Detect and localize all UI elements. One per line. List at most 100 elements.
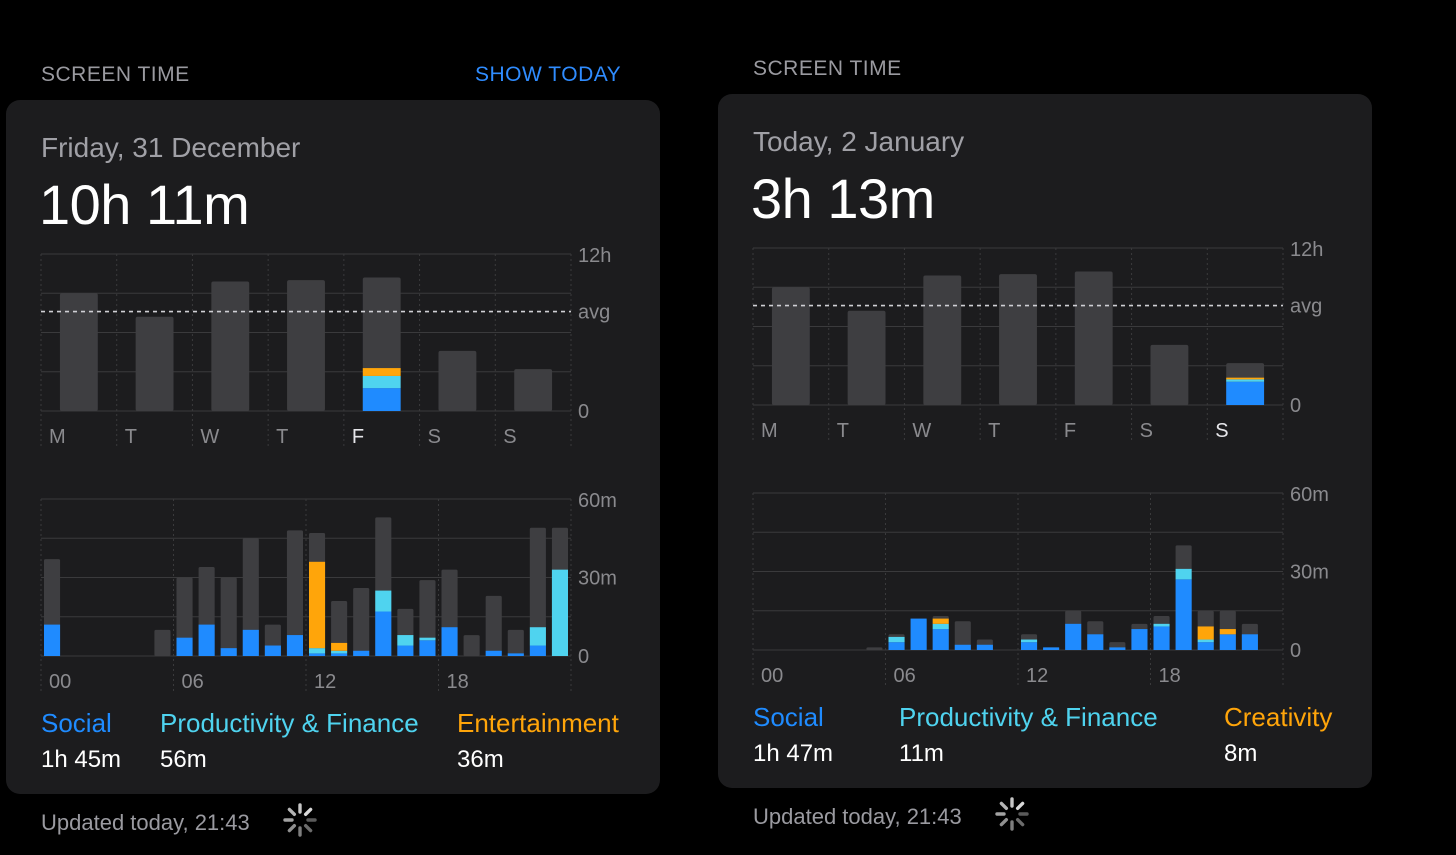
legend-creativity: Creativity 8m — [1224, 702, 1332, 768]
hourly-usage-chart[interactable]: 00 06 12 18 60m 30m 0 — [718, 479, 1372, 689]
hour-bar-productivity — [397, 635, 414, 646]
card-date: Today, 2 January — [753, 126, 965, 157]
spinner-spoke — [303, 823, 313, 833]
spinner-spoke — [1015, 817, 1025, 827]
spinner-spoke — [287, 823, 297, 833]
hour-bar-social — [1109, 647, 1126, 650]
hour-bar-social — [1175, 579, 1192, 650]
hour-bar-productivity — [932, 623, 949, 630]
hour-bar — [154, 629, 171, 656]
spinner-spoke — [999, 817, 1009, 827]
screen-time-card[interactable]: Friday, 31 December 10h 11m M T W T F S S 12h av… — [6, 100, 660, 794]
hour-bar-creativity — [1219, 629, 1236, 635]
hourly-usage-chart[interactable]: 00 06 12 18 60m 30m 0 — [6, 485, 660, 695]
hour-bar-social — [1197, 642, 1214, 650]
hour-bar-social — [44, 624, 61, 656]
hour-bar-social — [1131, 629, 1148, 650]
legend-label: Entertainment — [457, 708, 619, 738]
day-bar — [287, 280, 325, 411]
card-date: Friday, 31 December — [41, 132, 301, 163]
hour-bar-social — [220, 648, 237, 656]
hour-bar — [419, 580, 436, 656]
day-bar — [847, 310, 886, 405]
hour-label: 00 — [49, 671, 71, 693]
day-bar — [211, 281, 250, 411]
hour-bar-social — [1021, 642, 1038, 650]
legend-value: 8m — [1224, 740, 1258, 767]
y-axis-label: 0 — [578, 401, 589, 423]
hour-bar — [954, 621, 971, 650]
day-label: S — [1140, 420, 1153, 442]
section-title: SCREEN TIME — [41, 63, 190, 86]
day-label: W — [912, 420, 931, 442]
y-axis-label: 0 — [1290, 640, 1301, 662]
hour-bar-social — [176, 637, 193, 656]
day-bar-creativity — [1226, 377, 1265, 380]
hour-bar-productivity — [331, 650, 348, 654]
day-label: M — [761, 420, 778, 442]
y-axis-label: 30m — [578, 568, 617, 590]
hour-bar-productivity — [309, 648, 326, 654]
hour-bar-social — [441, 627, 458, 656]
legend-label: Social — [753, 702, 824, 732]
total-screen-time: 10h 11m — [39, 173, 250, 236]
hour-bar-entertainment — [331, 642, 348, 651]
legend-value: 1h 47m — [753, 740, 834, 767]
day-bar-productivity — [1226, 379, 1265, 382]
day-bar — [135, 316, 174, 411]
hour-bar-productivity — [1153, 623, 1170, 627]
day-label: F — [1064, 420, 1076, 442]
day-bar — [514, 369, 553, 411]
legend-entertainment: Entertainment 36m — [457, 708, 619, 774]
hour-label: 00 — [761, 665, 783, 687]
hour-bar-entertainment — [309, 561, 326, 649]
hour-bar-productivity — [1175, 568, 1192, 580]
hour-bar — [220, 577, 237, 656]
y-axis-label: 60m — [1290, 484, 1329, 506]
updated-timestamp: Updated today, 21:43 — [753, 804, 962, 829]
hour-bar-productivity — [551, 569, 568, 656]
y-axis-label: 30m — [1290, 562, 1329, 584]
hour-bar-social — [375, 611, 392, 656]
day-label: S — [428, 426, 441, 448]
hour-bar — [242, 538, 259, 656]
hour-bar — [176, 577, 193, 656]
hour-bar-social — [242, 629, 259, 656]
day-bar — [438, 350, 477, 411]
updated-timestamp: Updated today, 21:43 — [41, 810, 250, 835]
hour-bar-social — [529, 645, 546, 656]
spinner-spoke — [999, 801, 1009, 811]
hour-bar-productivity — [529, 627, 546, 646]
hour-bar — [353, 587, 370, 656]
day-bar-productivity — [362, 375, 401, 389]
hour-bar-social — [331, 653, 348, 656]
hour-label: 18 — [447, 671, 469, 693]
hour-bar — [286, 530, 303, 656]
hour-bar-productivity — [888, 636, 905, 643]
weekly-usage-chart[interactable]: M T W T F S S 12h avg 0 — [6, 240, 660, 450]
hour-label: 06 — [182, 671, 204, 693]
legend-value: 11m — [899, 740, 944, 767]
show-today-button[interactable]: SHOW TODAY — [475, 63, 622, 86]
day-bar-social — [1226, 381, 1265, 405]
hour-bar-social — [485, 650, 502, 656]
weekly-usage-chart[interactable]: M T W T F S S 12h avg 0 — [718, 234, 1372, 444]
legend-label: Social — [41, 708, 112, 738]
screen-time-card[interactable]: Today, 2 January 3h 13m M T W T F S S 12h avg 0 0… — [718, 94, 1372, 788]
hour-bar-social — [507, 653, 524, 656]
hour-bar — [529, 527, 546, 656]
spinner-spoke — [287, 807, 297, 817]
hour-bar-social — [353, 650, 370, 656]
day-bar — [1074, 271, 1113, 405]
hour-bar — [866, 647, 883, 650]
hour-bar-productivity — [375, 590, 392, 612]
legend-productivity: Productivity & Finance 56m — [160, 708, 419, 774]
hour-bar — [331, 601, 348, 656]
day-bar — [923, 275, 962, 405]
legend-label: Productivity & Finance — [160, 708, 419, 738]
spinner-spoke — [1015, 801, 1025, 811]
day-bar — [59, 293, 98, 411]
y-axis-label: 60m — [578, 490, 617, 512]
hour-bar-social — [910, 618, 927, 650]
hour-bar-social — [1241, 634, 1258, 650]
